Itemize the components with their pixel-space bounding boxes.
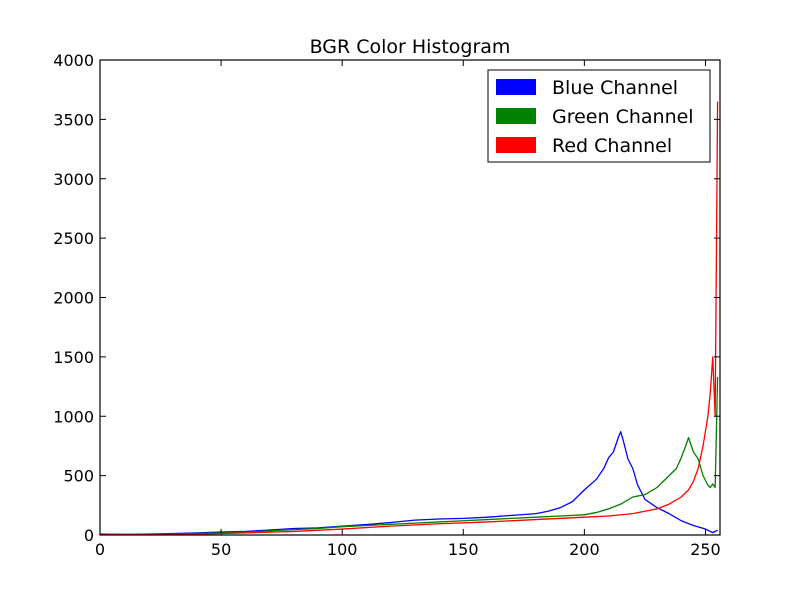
legend-swatch-blue-channel	[496, 79, 536, 95]
y-tick-label: 4000	[53, 51, 94, 70]
x-tick-label: 150	[448, 540, 479, 559]
x-tick-label: 250	[690, 540, 721, 559]
x-tick-label: 50	[211, 540, 231, 559]
y-tick-label: 2500	[53, 229, 94, 248]
y-tick-label: 3500	[53, 110, 94, 129]
legend-label-blue-channel: Blue Channel	[552, 77, 678, 99]
chart-title: BGR Color Histogram	[310, 36, 511, 58]
legend-swatch-green-channel	[496, 108, 536, 124]
y-tick-label: 0	[84, 526, 94, 545]
blue-channel-line	[99, 431, 718, 536]
series-layer	[99, 101, 719, 536]
legend-swatch-red-channel	[496, 137, 536, 153]
axis-ticks: 0 50 100 150 200 2500500100015002000250030003…	[53, 51, 720, 559]
green-channel-line	[100, 377, 719, 536]
red-channel-line	[99, 101, 719, 536]
y-tick-label: 3000	[53, 170, 94, 189]
x-tick-label: 100	[327, 540, 358, 559]
legend-label-green-channel: Green Channel	[552, 106, 694, 128]
x-tick-label: 200	[569, 540, 600, 559]
y-tick-label: 1500	[53, 348, 94, 367]
y-tick-label: 2000	[53, 289, 94, 308]
legend: Blue Channel Green Channel Red Channel	[487, 69, 711, 163]
legend-label-red-channel: Red Channel	[552, 135, 672, 157]
y-tick-label: 1000	[53, 407, 94, 426]
x-tick-label: 0	[95, 540, 105, 559]
y-tick-label: 500	[63, 467, 94, 486]
